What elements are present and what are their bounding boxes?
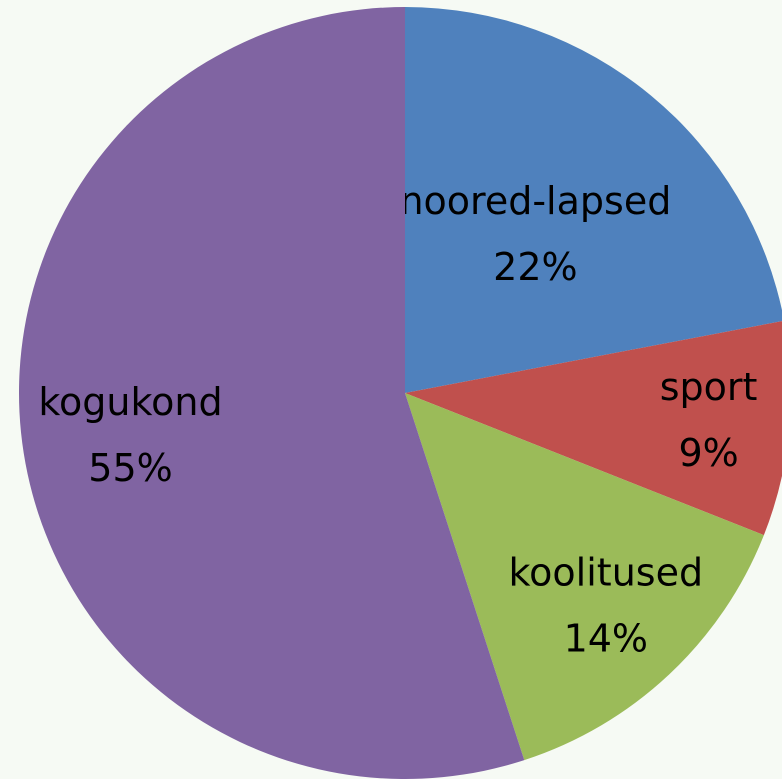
slice-category-label: sport [660,365,758,409]
slice-category-label: noored-lapsed [399,179,671,223]
pie-slice [18,7,525,779]
pie-slice [405,321,782,536]
slice-value-label: 22% [493,245,577,289]
slice-category-label: kogukond [38,380,222,424]
slice-value-label: 14% [564,616,648,660]
pie-slice [405,7,782,393]
slice-category-label: koolitused [509,550,704,594]
slice-value-label: 9% [678,431,738,475]
pie-slice [405,393,764,761]
slice-value-label: 55% [88,446,172,490]
